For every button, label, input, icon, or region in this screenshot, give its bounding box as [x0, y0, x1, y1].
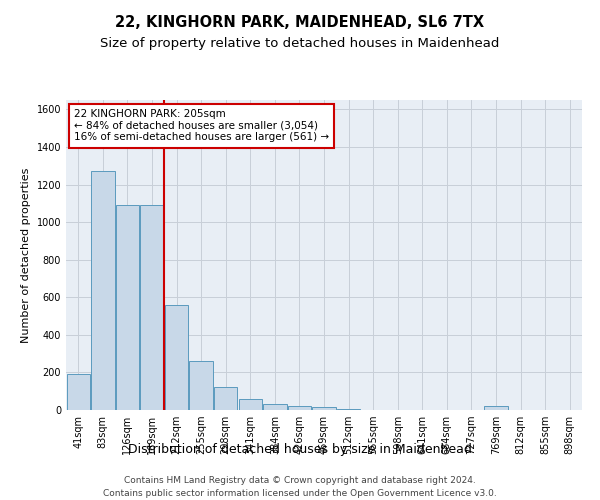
Bar — [214, 388, 238, 410]
Bar — [288, 406, 311, 410]
Bar — [67, 374, 90, 410]
Y-axis label: Number of detached properties: Number of detached properties — [21, 168, 31, 342]
Bar — [116, 205, 139, 410]
Bar — [91, 172, 115, 410]
Bar — [337, 409, 360, 410]
Text: Distribution of detached houses by size in Maidenhead: Distribution of detached houses by size … — [128, 442, 472, 456]
Bar — [484, 406, 508, 410]
Text: Contains public sector information licensed under the Open Government Licence v3: Contains public sector information licen… — [103, 489, 497, 498]
Bar — [165, 305, 188, 410]
Text: Size of property relative to detached houses in Maidenhead: Size of property relative to detached ho… — [100, 38, 500, 51]
Bar — [190, 361, 213, 410]
Bar — [239, 398, 262, 410]
Bar — [313, 407, 335, 410]
Text: 22, KINGHORN PARK, MAIDENHEAD, SL6 7TX: 22, KINGHORN PARK, MAIDENHEAD, SL6 7TX — [115, 15, 485, 30]
Bar — [263, 404, 287, 410]
Text: Contains HM Land Registry data © Crown copyright and database right 2024.: Contains HM Land Registry data © Crown c… — [124, 476, 476, 485]
Text: 22 KINGHORN PARK: 205sqm
← 84% of detached houses are smaller (3,054)
16% of sem: 22 KINGHORN PARK: 205sqm ← 84% of detach… — [74, 110, 329, 142]
Bar — [140, 205, 164, 410]
